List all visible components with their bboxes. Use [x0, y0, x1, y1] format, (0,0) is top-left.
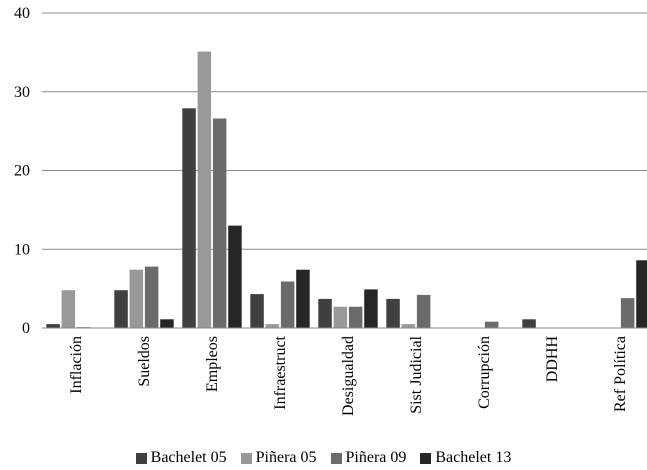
x-tick-label: Sist Judicial	[408, 335, 425, 413]
bar	[144, 266, 159, 328]
y-tick-label: 10	[14, 241, 30, 258]
x-tick-label: Desigualdad	[340, 336, 357, 416]
x-tick-label: Sueldos	[136, 336, 153, 387]
bar	[416, 294, 431, 328]
x-axis-tick-labels: Inflación Sueldos Empleos Infraestruct Desig…	[68, 335, 629, 416]
legend-label: Bachelet 05	[150, 449, 227, 466]
x-tick-label: Infraestruct	[272, 335, 289, 409]
bar	[114, 290, 128, 328]
bar	[636, 260, 647, 328]
x-tick-label: DDHH	[544, 336, 561, 383]
bar	[250, 294, 264, 328]
legend-label: Piñera 09	[345, 449, 407, 466]
legend-item: Bachelet 13	[420, 449, 511, 467]
legend-swatch	[135, 452, 147, 464]
legend-label: Bachelet 13	[435, 449, 512, 466]
bar	[197, 51, 212, 328]
x-tick-label: Corrupción	[476, 336, 493, 409]
y-tick-label: 20	[14, 163, 30, 180]
bar	[160, 319, 174, 328]
bar	[348, 306, 363, 328]
bar	[46, 324, 60, 328]
legend-swatch	[330, 452, 342, 464]
legend: Bachelet 05 Piñera 05 Piñera 09 Bachelet…	[0, 448, 647, 468]
legend-item: Piñera 09	[330, 449, 407, 467]
bar	[484, 321, 499, 328]
legend-item: Bachelet 05	[135, 449, 227, 467]
bar	[522, 319, 536, 328]
legend-swatch	[240, 452, 252, 464]
gridlines	[42, 12, 647, 250]
bars	[46, 51, 647, 328]
bar	[182, 108, 196, 328]
y-tick-label: 0	[22, 320, 30, 337]
bar	[265, 324, 280, 328]
bar	[61, 290, 76, 328]
bar	[620, 298, 635, 328]
x-tick-label: Inflación	[68, 336, 85, 394]
bar	[333, 306, 348, 328]
bar	[129, 269, 144, 328]
bar	[386, 298, 400, 328]
legend-item: Piñera 05	[240, 449, 317, 467]
bar	[228, 225, 242, 328]
bar	[280, 281, 295, 328]
legend-label: Piñera 05	[255, 449, 317, 466]
bar	[318, 298, 332, 328]
bar	[364, 289, 378, 328]
bar	[212, 118, 227, 328]
y-axis-tick-labels: 0 10 20 30 40	[14, 5, 30, 337]
y-tick-label: 30	[14, 84, 30, 101]
bar	[401, 324, 416, 328]
x-tick-label: Ref Política	[612, 336, 629, 412]
bar	[296, 269, 310, 328]
legend-swatch	[420, 452, 432, 464]
x-tick-label: Empleos	[204, 336, 221, 392]
y-tick-label: 40	[14, 5, 30, 22]
